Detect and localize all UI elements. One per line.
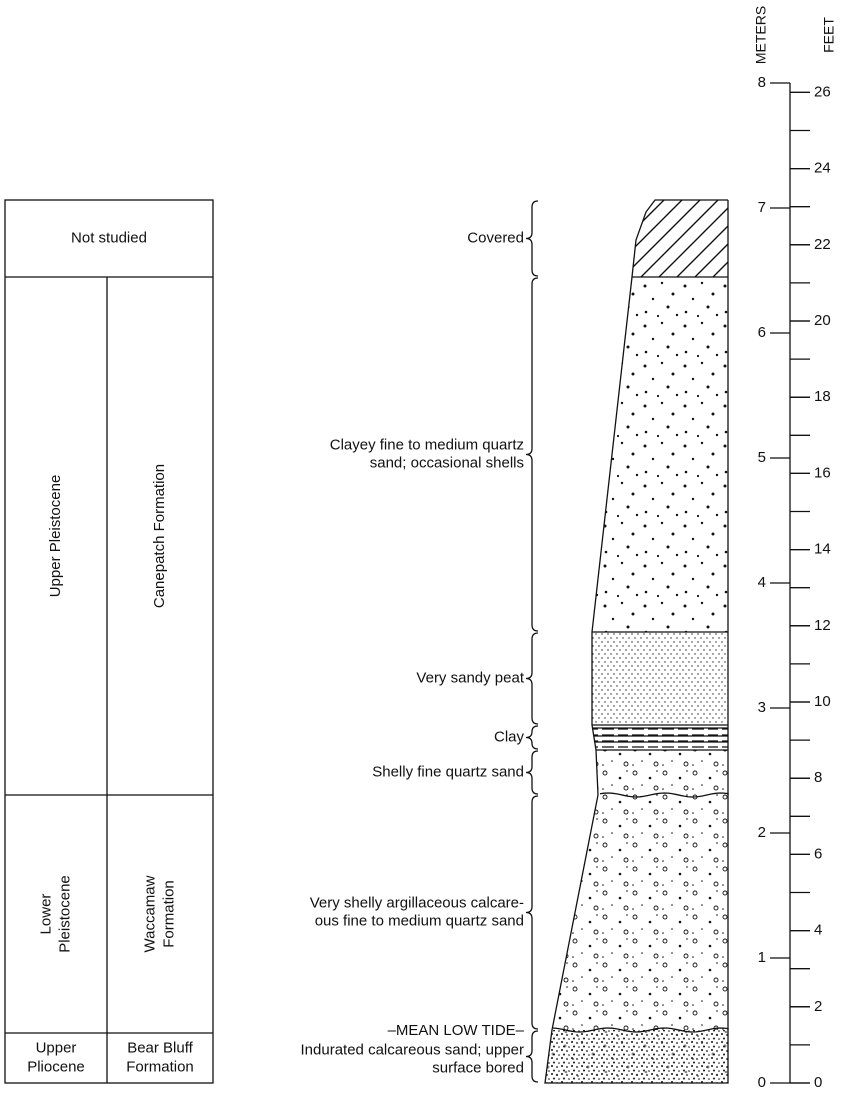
foot-tick-label: 26	[814, 83, 831, 100]
brace	[526, 633, 538, 724]
mean-low-tide: –MEAN LOW TIDE–	[388, 1022, 525, 1039]
foot-tick-label: 2	[814, 998, 822, 1015]
layer-extra	[545, 1030, 728, 1083]
meter-tick-label: 8	[758, 74, 766, 91]
descriptions: Covered Clayey fine to medium quartzsand;…	[301, 201, 538, 1082]
foot-tick-label: 22	[814, 236, 831, 253]
table-cell: Formation	[160, 880, 177, 948]
table-cell: Upper Pleistocene	[47, 475, 64, 598]
meter-tick-label: 6	[758, 324, 766, 341]
layer-description: sand; occasional shells	[370, 454, 524, 471]
layer-description: Shelly fine quartz sand	[372, 763, 524, 780]
table-cell: Bear Bluff	[127, 1039, 193, 1056]
meter-tick-label: 7	[758, 199, 766, 216]
table-cell: Formation	[126, 1058, 194, 1075]
table-cell: Pliocene	[27, 1058, 85, 1075]
layer-description: surface bored	[432, 1059, 524, 1076]
layer-2	[592, 632, 728, 725]
age-table: Not studied Upper Pleistocene Canepatch Fo…	[5, 200, 213, 1083]
foot-tick-label: 8	[814, 769, 822, 786]
meter-tick-label: 5	[758, 449, 766, 466]
foot-tick-label: 24	[814, 160, 831, 177]
foot-tick-label: 6	[814, 845, 822, 862]
meter-tick-label: 1	[758, 949, 766, 966]
meter-tick-label: 4	[758, 574, 766, 591]
layer-description: Very sandy peat	[416, 669, 524, 686]
brace	[526, 726, 538, 749]
foot-tick-label: 18	[814, 388, 831, 405]
table-cell: Pleistocene	[56, 875, 73, 953]
meter-tick-label: 2	[758, 824, 766, 841]
brace	[526, 278, 538, 631]
foot-tick-label: 20	[814, 312, 831, 329]
layer-description: Very shelly argillaceous calcare-	[310, 894, 524, 911]
brace	[526, 1031, 538, 1082]
foot-tick-label: 16	[814, 464, 831, 481]
layer-5	[552, 795, 728, 1030]
brace	[526, 796, 538, 1029]
layer-4	[596, 750, 728, 795]
layer-description: Clay	[494, 728, 525, 745]
meter-tick-label: 0	[758, 1074, 766, 1091]
foot-tick-label: 10	[814, 693, 831, 710]
foot-tick-label: 14	[814, 541, 831, 558]
table-cell: Canepatch Formation	[151, 464, 168, 608]
brace	[526, 201, 538, 276]
foot-tick-label: 4	[814, 922, 822, 939]
meter-tick-label: 3	[758, 699, 766, 716]
layer-description: Covered	[467, 229, 524, 246]
table-frame	[5, 200, 213, 1083]
layer-description: Indurated calcareous sand; upper	[301, 1041, 524, 1058]
table-cell: Upper	[36, 1039, 77, 1056]
stratigraphic-column: Not studied Upper Pleistocene Canepatch Fo…	[0, 0, 850, 1096]
table-cell: Waccamaw	[141, 875, 158, 952]
meters-header: METERS	[753, 6, 769, 64]
foot-tick-label: 12	[814, 617, 831, 634]
table-cell: Not studied	[71, 229, 147, 246]
table-cell: Lower	[37, 894, 54, 935]
column	[545, 200, 728, 1083]
layer-3	[592, 725, 728, 750]
foot-tick-label: 0	[814, 1074, 822, 1091]
feet-header: FEET	[821, 17, 837, 53]
brace	[526, 751, 538, 794]
layer-description: ous fine to medium quartz sand	[315, 912, 524, 929]
layer-description: Clayey fine to medium quartz	[330, 436, 524, 453]
